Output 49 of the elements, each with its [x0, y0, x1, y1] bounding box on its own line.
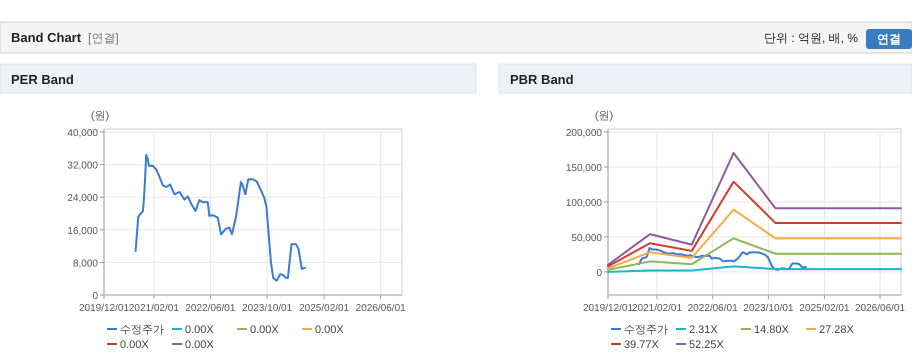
- legend-label: 수정주가: [120, 324, 164, 336]
- legend-label: 14.80X: [754, 324, 790, 336]
- x-tick-label: 2019/12/01: [78, 303, 130, 314]
- line-series: [638, 247, 807, 271]
- y-tick-label: 16,000: [67, 226, 98, 237]
- line-series: [134, 154, 306, 282]
- y-axis-title: (원): [90, 110, 110, 122]
- y-tick-label: 0: [596, 268, 602, 279]
- legend-label: 52.25X: [689, 339, 725, 351]
- x-tick-label: 2021/02/01: [128, 303, 180, 314]
- x-tick-label: 2022/06/01: [688, 303, 738, 314]
- legend-label: 0.00X: [315, 324, 344, 336]
- legend-label: 0.00X: [120, 339, 150, 351]
- x-tick-label: 2026/06/01: [855, 303, 906, 314]
- y-tick-label: 100,000: [566, 198, 602, 209]
- line-series: [607, 237, 902, 271]
- legend-label: 0.00X: [250, 324, 280, 336]
- y-tick-label: 0: [92, 291, 98, 302]
- legend-label: 2.31X: [689, 324, 718, 336]
- y-tick-label: 24,000: [67, 193, 98, 204]
- y-tick-label: 8,000: [72, 258, 98, 270]
- text: Band Chart: [11, 30, 82, 45]
- legend-label: 0.00X: [185, 339, 214, 351]
- y-tick-label: 40,000: [67, 128, 98, 139]
- x-tick-label: 2025/02/01: [799, 303, 850, 314]
- x-tick-label: 2023/10/01: [743, 303, 794, 314]
- x-tick-label: 2026/06/01: [356, 303, 406, 314]
- x-tick-label: 2019/12/01: [582, 303, 634, 314]
- y-tick-label: 32,000: [67, 160, 98, 172]
- legend-label: 0.00X: [185, 324, 214, 336]
- legend-label: 수정주가: [624, 324, 668, 336]
- line-series: [607, 180, 902, 268]
- y-tick-label: 150,000: [566, 162, 602, 174]
- y-tick-label: 50,000: [571, 232, 602, 244]
- y-tick-label: 200,000: [566, 128, 602, 139]
- x-tick-label: 2023/10/01: [242, 303, 293, 314]
- chart-title: PER Band: [11, 72, 74, 87]
- chart-title: PBR Band: [510, 72, 574, 87]
- x-tick-label: 2025/02/01: [299, 303, 350, 314]
- text: 연결: [877, 32, 901, 46]
- legend-label: 39.77X: [624, 339, 660, 351]
- text: 단위 : 억원, 배, %: [764, 31, 858, 45]
- line-series: [607, 152, 902, 266]
- text: [연결]: [88, 31, 119, 45]
- x-tick-label: 2022/06/01: [185, 303, 236, 314]
- line-series: [607, 208, 902, 270]
- x-tick-label: 2021/02/01: [632, 303, 682, 314]
- y-axis-title: (원): [594, 110, 614, 122]
- legend-label: 27.28X: [819, 324, 855, 336]
